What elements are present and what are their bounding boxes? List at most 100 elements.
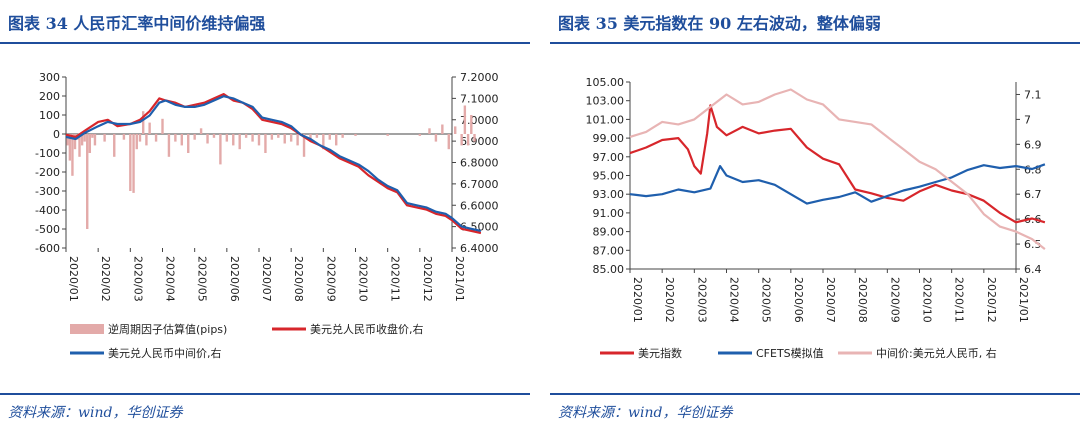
right-chart: 105.00 103.00 101.00 99.00 97.00 95.00 93.00 91… [586,76,1046,360]
y-left-tick-label: -400 [35,204,60,217]
legend-label: 美元指数 [638,346,682,360]
right-figure-title: 图表 35 美元指数在 90 左右波动，整体偏弱 [558,14,881,33]
x-tick-label: 2020/07 [824,277,837,323]
x-tick-label: 2020/08 [292,256,305,302]
bar-pips [470,115,473,134]
bar-pips [145,134,148,146]
y-left-tick-label: -600 [35,242,60,255]
x-tick-label: 2020/02 [663,277,676,323]
legend-label: CFETS模拟值 [756,346,824,360]
bar-pips [142,111,145,134]
y-left-tick-label: 95.00 [593,170,625,183]
x-tick-label: 2020/11 [389,256,402,302]
y-left-tick-label: 100 [39,109,60,122]
bar-pips [322,134,325,150]
x-tick-label: 2020/04 [164,256,177,302]
y-left-tick-label: -500 [35,223,60,236]
bar-pips [154,134,158,142]
right-figure-panel: 图表 35 美元指数在 90 左右波动，整体偏弱 105.00 103.00 101… [550,0,1080,435]
y-right-tick-label: 7.1 [1024,88,1042,101]
bar-pips [277,134,280,138]
bar-pips [454,126,457,134]
bar-pips [238,134,241,150]
legend-swatch [70,324,104,334]
y-right-tick-label: 6.4000 [460,242,499,255]
series-line-1 [629,163,1046,205]
bar-pips [212,134,216,138]
x-tick-label: 2020/10 [357,256,370,302]
bar-pips [244,134,248,138]
right-title-rule [550,42,1080,44]
x-tick-label: 2020/08 [856,277,869,323]
x-tick-label: 2020/12 [985,277,998,323]
y-left-tick-label: -200 [35,166,60,179]
bar-pips [264,134,267,153]
bar-pips [193,134,196,140]
bar-pips [463,105,467,134]
series-line-2 [629,88,1046,250]
x-tick-label: 2020/09 [888,277,901,323]
bar-pips [113,134,116,157]
bar-pips [428,128,431,134]
y-right-tick-label: 7.1000 [460,92,499,105]
y-right-tick-label: 6.7 [1024,188,1042,201]
y-right-tick-label: 7.0000 [460,114,499,127]
left-title-rule [0,42,530,44]
bar-pips [283,134,286,144]
bar-pips [473,134,476,142]
bar-pips [296,134,299,146]
y-left-tick-label: 103.00 [586,95,625,108]
bar-pips [251,134,254,142]
y-left-tick-label: 101.00 [586,113,625,126]
bar-pips [315,134,319,138]
bar-pips [86,134,89,229]
bar-pips [68,134,72,161]
bar-pips [174,134,177,142]
legend-label: 美元兑人民币收盘价,右 [310,322,424,336]
bar-pips [232,134,235,146]
bar-pips [78,134,81,157]
bar-pips [103,134,106,142]
x-tick-label: 2020/02 [99,256,112,302]
bar-pips [418,134,422,136]
bar-pips [148,122,151,134]
y-left-tick-label: 93.00 [593,188,625,201]
bar-pips [460,134,463,146]
right-source-rule [550,393,1080,395]
x-tick-label: 2020/01 [67,256,80,302]
y-left-tick-label: 97.00 [593,151,625,164]
y-left-tick-label: -100 [35,147,60,160]
right-source-note: 资料来源：wind，华创证券 [558,405,733,421]
bar-pips [219,134,222,165]
bar-pips [447,134,450,150]
y-left-tick-label: 89.00 [593,226,625,239]
bar-pips [122,134,126,140]
bar-pips [466,134,470,146]
y-right-tick-label: 7 [1024,113,1031,126]
y-left-tick-label: 0 [53,128,60,141]
bar-pips [180,134,183,146]
bar-pips [434,134,438,142]
bar-pips [289,134,293,142]
x-tick-label: 2020/06 [228,256,241,302]
y-left-tick-label: 99.00 [593,132,625,145]
bar-pips [187,134,190,153]
x-tick-label: 2020/11 [953,277,966,323]
bar-pips [270,134,274,140]
y-right-tick-label: 6.7000 [460,178,499,191]
y-left-tick-label: 200 [39,90,60,103]
y-right-tick-label: 6.5 [1024,238,1042,251]
bar-pips [88,134,92,153]
bar-pips [206,134,209,144]
x-tick-label: 2020/12 [421,256,434,302]
bar-pips [132,134,135,193]
x-tick-label: 2020/07 [260,256,273,302]
y-right-tick-label: 6.9 [1024,138,1042,151]
bar-pips [167,134,171,157]
bar-pips [93,134,97,146]
bar-pips [66,134,69,146]
x-tick-label: 2020/01 [631,277,644,323]
bar-pips [80,134,84,146]
bar-pips [138,134,142,142]
x-tick-label: 2020/05 [760,277,773,323]
